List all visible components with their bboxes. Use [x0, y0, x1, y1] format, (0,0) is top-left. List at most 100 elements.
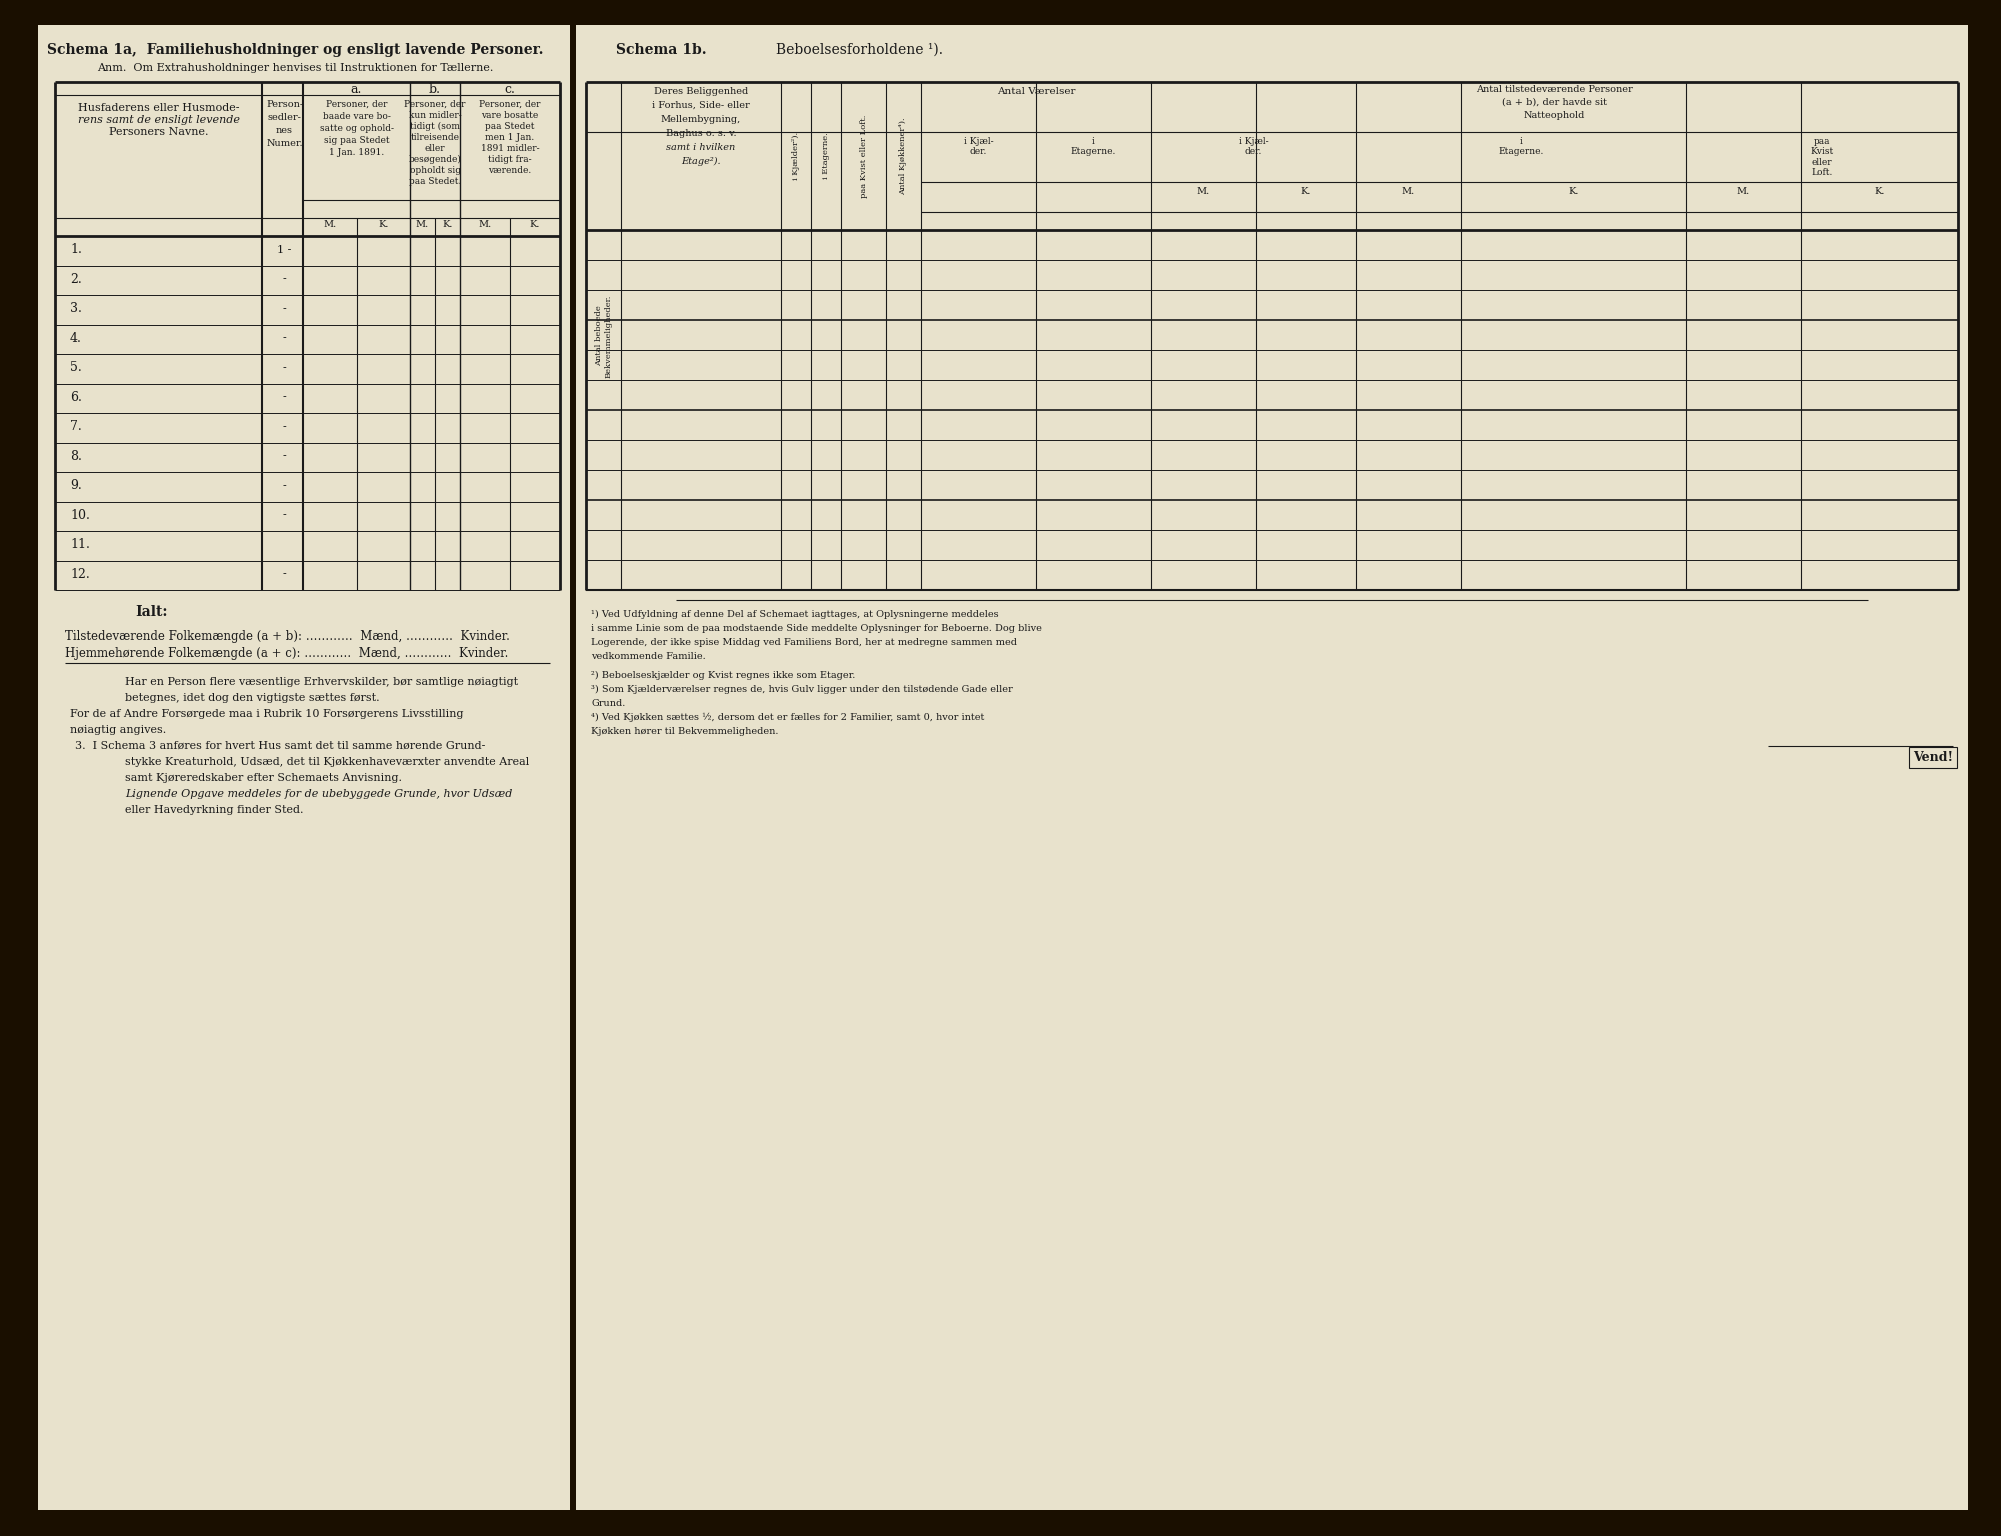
Text: Hjemmehørende Folkemængde (a + c): …………  Mænd, …………  Kvinder.: Hjemmehørende Folkemængde (a + c): ………… …	[64, 647, 508, 660]
Text: Tilstedeværende Folkemængde (a + b): …………  Mænd, …………  Kvinder.: Tilstedeværende Folkemængde (a + b): …………	[64, 630, 510, 644]
Text: Etage²).: Etage²).	[680, 157, 720, 166]
Text: i Kjæl-
der.: i Kjæl- der.	[964, 137, 992, 157]
Text: sedler-: sedler-	[268, 114, 302, 121]
Text: Numer.: Numer.	[266, 138, 302, 147]
Text: Personer, der: Personer, der	[326, 100, 388, 109]
Text: K.: K.	[530, 220, 540, 229]
Text: M.: M.	[1197, 187, 1211, 197]
Text: vedkommende Familie.: vedkommende Familie.	[590, 651, 706, 660]
Text: -: -	[282, 362, 286, 373]
Text: Anm.  Om Extrahusholdninger henvises til Instruktionen for Tællerne.: Anm. Om Extrahusholdninger henvises til …	[96, 63, 492, 74]
Text: 12.: 12.	[70, 568, 90, 581]
Text: -: -	[282, 452, 286, 461]
Text: Deres Beliggenhed: Deres Beliggenhed	[654, 88, 748, 95]
Text: Husfaderens eller Husmode-: Husfaderens eller Husmode-	[78, 103, 240, 114]
Text: baade vare bo-: baade vare bo-	[322, 112, 390, 121]
Text: a.: a.	[350, 83, 362, 95]
Text: 1 -: 1 -	[278, 244, 292, 255]
Text: nøiagtig angives.: nøiagtig angives.	[70, 725, 166, 736]
Text: Baghus o. s. v.: Baghus o. s. v.	[666, 129, 736, 138]
Text: Lignende Opgave meddeles for de ubebyggede Grunde, hvor Udsæd: Lignende Opgave meddeles for de ubebygge…	[124, 790, 512, 799]
Text: vare bosatte: vare bosatte	[482, 111, 538, 120]
Text: i Forhus, Side- eller: i Forhus, Side- eller	[652, 101, 750, 111]
Text: eller: eller	[424, 144, 446, 154]
Text: 3.: 3.	[70, 303, 82, 315]
Text: 4.: 4.	[70, 332, 82, 344]
Text: i
Etagerne.: i Etagerne.	[1499, 137, 1543, 157]
Text: M.: M.	[324, 220, 336, 229]
Text: -: -	[282, 481, 286, 490]
Text: K.: K.	[1301, 187, 1311, 197]
Text: tidigt (som: tidigt (som	[410, 121, 460, 131]
Text: tidigt fra-: tidigt fra-	[488, 155, 532, 164]
Text: Antal beboede
Bekvemmeligheder.: Antal beboede Bekvemmeligheder.	[594, 295, 612, 378]
Text: 10.: 10.	[70, 508, 90, 522]
Text: -: -	[282, 304, 286, 313]
Text: paa
Kvist
eller
Loft.: paa Kvist eller Loft.	[1811, 137, 1833, 177]
Text: 3.  I Schema 3 anføres for hvert Hus samt det til samme hørende Grund-: 3. I Schema 3 anføres for hvert Hus samt…	[74, 740, 486, 751]
Text: c.: c.	[504, 83, 516, 95]
Text: nes: nes	[276, 126, 292, 135]
Text: 7.: 7.	[70, 421, 82, 433]
Text: 1.: 1.	[70, 243, 82, 257]
Text: Antal Værelser: Antal Værelser	[996, 88, 1075, 95]
Text: 5.: 5.	[70, 361, 82, 375]
Text: Antal tilstedeværende Personer: Antal tilstedeværende Personer	[1477, 84, 1633, 94]
Text: kun midler-: kun midler-	[408, 111, 462, 120]
Text: b.: b.	[428, 83, 440, 95]
Text: paa Stedet: paa Stedet	[486, 121, 534, 131]
Text: 8.: 8.	[70, 450, 82, 462]
Text: 11.: 11.	[70, 538, 90, 551]
Text: 1 Jan. 1891.: 1 Jan. 1891.	[328, 147, 384, 157]
Text: Beboelsesforholdene ¹).: Beboelsesforholdene ¹).	[776, 43, 942, 57]
Text: stykke Kreaturhold, Udsæd, det til Kjøkkenhaveværxter anvendte Areal: stykke Kreaturhold, Udsæd, det til Kjøkk…	[124, 757, 528, 766]
Text: paa Kvist eller Loft.: paa Kvist eller Loft.	[860, 114, 868, 198]
Text: K.: K.	[1569, 187, 1579, 197]
Text: M.: M.	[416, 220, 428, 229]
Text: i Etagerne.: i Etagerne.	[822, 132, 830, 180]
Text: værende.: værende.	[488, 166, 532, 175]
Text: 9.: 9.	[70, 479, 82, 492]
Text: 1891 midler-: 1891 midler-	[480, 144, 540, 154]
Text: samt i hvilken: samt i hvilken	[666, 143, 736, 152]
Text: -: -	[282, 510, 286, 521]
Text: Personers Navne.: Personers Navne.	[108, 127, 208, 137]
Text: Logerende, der ikke spise Middag ved Familiens Bord, her at medregne sammen med: Logerende, der ikke spise Middag ved Fam…	[590, 637, 1017, 647]
Text: eller Havedyrkning finder Sted.: eller Havedyrkning finder Sted.	[124, 805, 304, 816]
Text: K.: K.	[1875, 187, 1885, 197]
Text: K.: K.	[378, 220, 388, 229]
Text: -: -	[282, 570, 286, 579]
Text: -: -	[282, 422, 286, 432]
Text: besøgende): besøgende)	[408, 155, 462, 164]
Text: Ialt:: Ialt:	[134, 605, 168, 619]
Text: For de af Andre Forsørgede maa i Rubrik 10 Forsørgerens Livsstilling: For de af Andre Forsørgede maa i Rubrik …	[70, 710, 464, 719]
Text: 6.: 6.	[70, 390, 82, 404]
Text: M.: M.	[478, 220, 492, 229]
Text: (a + b), der havde sit: (a + b), der havde sit	[1503, 98, 1607, 108]
Text: i samme Linie som de paa modstaende Side meddelte Oplysninger for Beboerne. Dog : i samme Linie som de paa modstaende Side…	[590, 624, 1043, 633]
Text: Vend!: Vend!	[1913, 751, 1953, 763]
Text: ⁴) Ved Kjøkken sættes ½, dersom det er fælles for 2 Familier, samt 0, hvor intet: ⁴) Ved Kjøkken sættes ½, dersom det er f…	[590, 713, 984, 722]
Text: Kjøkken hører til Bekvemmeligheden.: Kjøkken hører til Bekvemmeligheden.	[590, 727, 778, 736]
Text: men 1 Jan.: men 1 Jan.	[486, 134, 534, 141]
Text: i
Etagerne.: i Etagerne.	[1071, 137, 1117, 157]
Text: Grund.: Grund.	[590, 699, 626, 708]
Text: Har en Person flere væsentlige Erhvervskilder, bør samtlige nøiagtigt: Har en Person flere væsentlige Erhvervsk…	[124, 677, 518, 687]
Bar	[576, 25, 1969, 1510]
Text: betegnes, idet dog den vigtigste sættes først.: betegnes, idet dog den vigtigste sættes …	[124, 693, 380, 703]
Text: ²) Beboelseskjælder og Kvist regnes ikke som Etager.: ²) Beboelseskjælder og Kvist regnes ikke…	[590, 671, 854, 680]
Text: i Kjæl-
der.: i Kjæl- der.	[1239, 137, 1269, 157]
Text: Natteophold: Natteophold	[1525, 111, 1585, 120]
Text: -: -	[282, 275, 286, 284]
Bar	[38, 25, 570, 1510]
Text: tilreisende: tilreisende	[410, 134, 460, 141]
Text: -: -	[282, 392, 286, 402]
Text: Mellembygning,: Mellembygning,	[660, 115, 740, 124]
Text: K.: K.	[442, 220, 452, 229]
Text: Schema 1b.: Schema 1b.	[616, 43, 706, 57]
Text: -: -	[282, 333, 286, 343]
Text: Schema 1a,  Familiehusholdninger og ensligt lavende Personer.: Schema 1a, Familiehusholdninger og ensli…	[46, 43, 542, 57]
Text: Antal Kjøkkener⁴).: Antal Kjøkkener⁴).	[900, 117, 908, 195]
Text: ³) Som Kjælderværelser regnes de, hvis Gulv ligger under den tilstødende Gade el: ³) Som Kjælderværelser regnes de, hvis G…	[590, 685, 1013, 694]
Text: ¹) Ved Udfyldning af denne Del af Schemaet iagttages, at Oplysningerne meddeles: ¹) Ved Udfyldning af denne Del af Schema…	[590, 610, 998, 619]
